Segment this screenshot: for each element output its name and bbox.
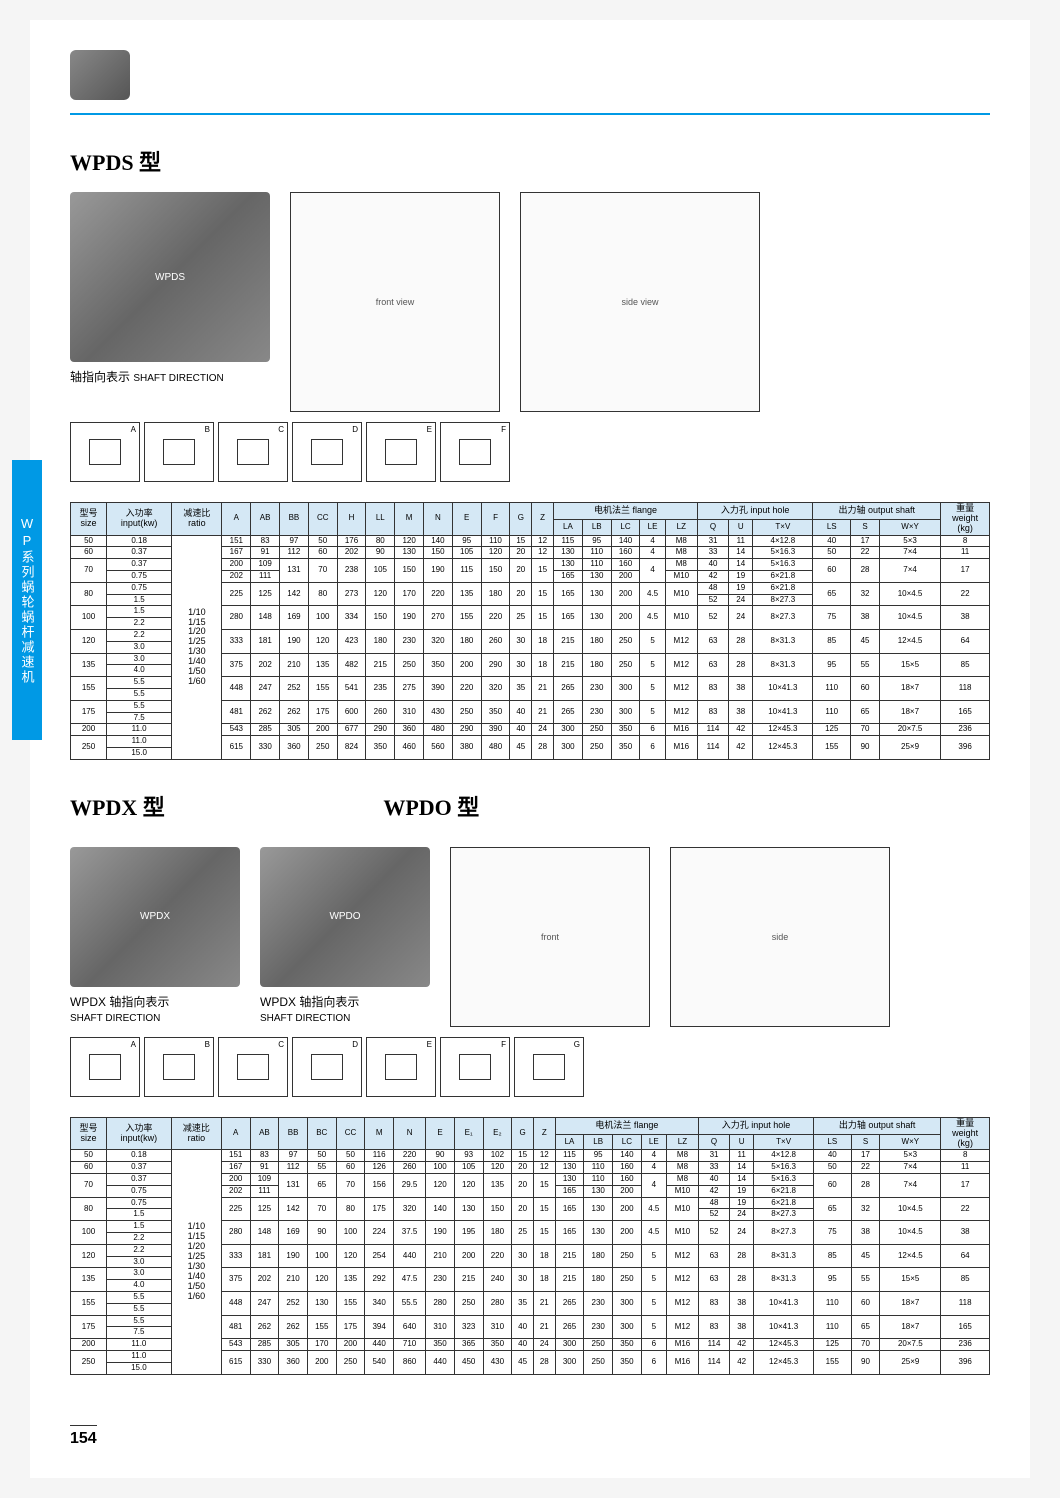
- section2-images: WPDX WPDX 轴指向表示 SHAFT DIRECTION WPDO WPD…: [70, 847, 990, 1027]
- wpds-photo: WPDS: [70, 192, 270, 362]
- section1-shaft-directions: ABCDEF: [70, 422, 990, 482]
- shaft-direction-cell: B: [144, 422, 214, 482]
- spec-table-2: 型号size入功率input(kw)减速比ratioAABBBBCCCMNEE₁…: [70, 1117, 990, 1375]
- shaft-label: 轴指向表示 SHAFT DIRECTION: [70, 368, 270, 385]
- page-number: 154: [70, 1425, 97, 1448]
- section1-title: WPDS 型: [70, 145, 990, 177]
- spec-table-1: 型号size入功率input(kw)减速比ratioAABBBCCHLLMNEF…: [70, 502, 990, 760]
- section1-images: WPDS 轴指向表示 SHAFT DIRECTION front view si…: [70, 192, 990, 412]
- wpdo-photo: WPDO: [260, 847, 430, 987]
- side-tab: WP系列蜗轮蜗杆减速机: [12, 460, 42, 740]
- shaft-direction-cell: F: [440, 422, 510, 482]
- section2-shaft-directions: ABCDEFG: [70, 1037, 990, 1097]
- shaft-direction-cell: D: [292, 1037, 362, 1097]
- shaft-direction-cell: E: [366, 422, 436, 482]
- header-divider: [70, 113, 990, 115]
- shaft-direction-cell: C: [218, 422, 288, 482]
- shaft-direction-cell: C: [218, 1037, 288, 1097]
- header-product-icon: [70, 50, 130, 100]
- wpds-side-diagram: side view: [520, 192, 760, 412]
- shaft-label-wpdo: WPDX 轴指向表示: [260, 993, 430, 1010]
- catalog-page: WP系列蜗轮蜗杆减速机 WPDS 型 WPDS 轴指向表示 SHAFT DIRE…: [30, 20, 1030, 1478]
- shaft-label-wpdx: WPDX 轴指向表示: [70, 993, 240, 1010]
- section2-title2: WPDO 型: [383, 790, 676, 822]
- shaft-direction-cell: D: [292, 422, 362, 482]
- wpdx-side-diagram: side: [670, 847, 890, 1027]
- shaft-direction-cell: G: [514, 1037, 584, 1097]
- section2-header: WPDX 型 WPDO 型: [70, 790, 990, 837]
- wpdx-front-diagram: front: [450, 847, 650, 1027]
- shaft-direction-cell: A: [70, 422, 140, 482]
- shaft-direction-cell: A: [70, 1037, 140, 1097]
- shaft-direction-cell: E: [366, 1037, 436, 1097]
- shaft-label-wpdo-en: SHAFT DIRECTION: [260, 1013, 430, 1024]
- shaft-direction-cell: F: [440, 1037, 510, 1097]
- wpds-front-diagram: front view: [290, 192, 500, 412]
- shaft-direction-cell: B: [144, 1037, 214, 1097]
- section2-title1: WPDX 型: [70, 790, 363, 822]
- wpdx-photo: WPDX: [70, 847, 240, 987]
- shaft-label-wpdx-en: SHAFT DIRECTION: [70, 1013, 240, 1024]
